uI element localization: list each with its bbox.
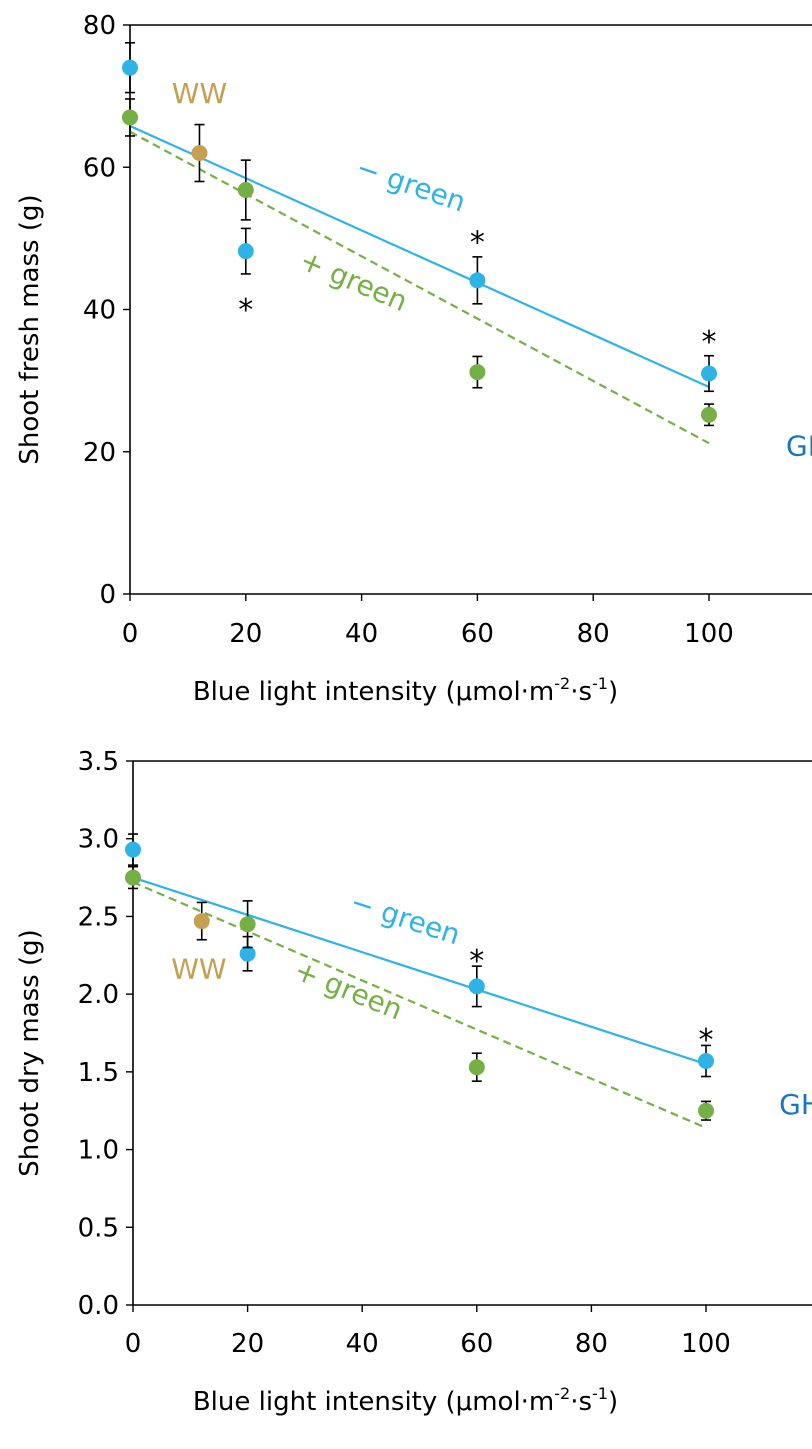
plus-green-point — [122, 109, 138, 126]
panel-1: 0 20 40 60 80 0 20 40 60 80 100 Shoot fresh mass (g… — [15, 11, 812, 707]
plus-green-fit-line — [129, 130, 710, 445]
x-tick-label: 100 — [684, 619, 734, 649]
series-label: − green — [352, 151, 470, 219]
y-tick-label: 20 — [83, 438, 116, 468]
x-tick-label: 40 — [345, 619, 378, 649]
plus-green-point — [237, 182, 254, 199]
significance-star: * — [238, 293, 253, 328]
x-tick-label: 0 — [125, 1329, 142, 1359]
significance-star: * — [469, 944, 484, 979]
x-tick-label: 0 — [122, 619, 139, 649]
x-tick-label: 80 — [577, 619, 610, 649]
series-label: GH — [779, 1088, 812, 1121]
minus-green-point — [698, 1052, 714, 1069]
minus-green-point — [469, 272, 486, 289]
ww-point — [193, 913, 210, 930]
minus-green-fit-line — [129, 124, 710, 389]
x-axis-label: Blue light intensity (μmol·m-2·s-1) — [193, 674, 618, 707]
ww-point — [191, 145, 208, 162]
minus-green-point — [701, 365, 717, 382]
y-tick-label: 0 — [99, 580, 116, 610]
x-tick-label: 60 — [461, 619, 494, 649]
y-tick-label: 1.0 — [78, 1136, 119, 1166]
minus-green-point — [125, 841, 141, 858]
significance-star: * — [470, 225, 485, 260]
x-tick-label: 60 — [460, 1329, 493, 1359]
y-tick-label: 1.5 — [78, 1058, 119, 1088]
x-tick-label: 40 — [346, 1329, 379, 1359]
y-axis-label: Shoot fresh mass (g) — [15, 194, 45, 464]
y-tick-label: 2.0 — [78, 980, 119, 1010]
minus-green-point — [468, 978, 485, 995]
plus-green-point — [701, 406, 717, 423]
x-tick-label: 80 — [575, 1329, 608, 1359]
x-tick-label: 100 — [681, 1329, 731, 1359]
y-tick-label: 3.5 — [78, 747, 119, 777]
plus-green-point — [698, 1102, 714, 1119]
series-label: + green — [290, 953, 407, 1026]
y-tick-label: 80 — [83, 11, 116, 41]
y-tick-label: 3.0 — [78, 825, 119, 855]
minus-green-point — [122, 59, 138, 76]
y-tick-label: 0.5 — [78, 1213, 119, 1243]
series-label: + green — [295, 244, 412, 319]
significance-star: * — [702, 325, 717, 360]
minus-green-point — [237, 243, 254, 260]
series-label: GH — [786, 429, 812, 462]
plus-green-point — [469, 364, 486, 381]
plus-green-point — [125, 869, 141, 886]
panel-2: 0.0 0.5 1.0 1.5 2.0 2.5 3.0 3.5 0 20 40 60 80 100 Shoo… — [15, 747, 812, 1417]
series-label: WW — [171, 953, 226, 986]
y-tick-label: 0.0 — [78, 1291, 119, 1321]
y-axis-label: Shoot dry mass (g) — [15, 929, 45, 1177]
minus-green-point — [239, 945, 256, 962]
series-label: − green — [346, 885, 464, 951]
significance-star: * — [699, 1023, 714, 1058]
y-tick-label: 40 — [83, 296, 116, 326]
minus-green-fit-line — [132, 876, 707, 1066]
plus-green-point — [239, 916, 256, 933]
series-label: WW — [172, 77, 227, 110]
x-tick-label: 20 — [229, 619, 262, 649]
y-tick-label: 2.5 — [78, 902, 119, 932]
x-axis-label: Blue light intensity (μmol·m-2·s-1) — [193, 1384, 618, 1417]
x-tick-label: 20 — [231, 1329, 264, 1359]
plus-green-point — [468, 1059, 485, 1076]
y-tick-label: 60 — [83, 153, 116, 183]
